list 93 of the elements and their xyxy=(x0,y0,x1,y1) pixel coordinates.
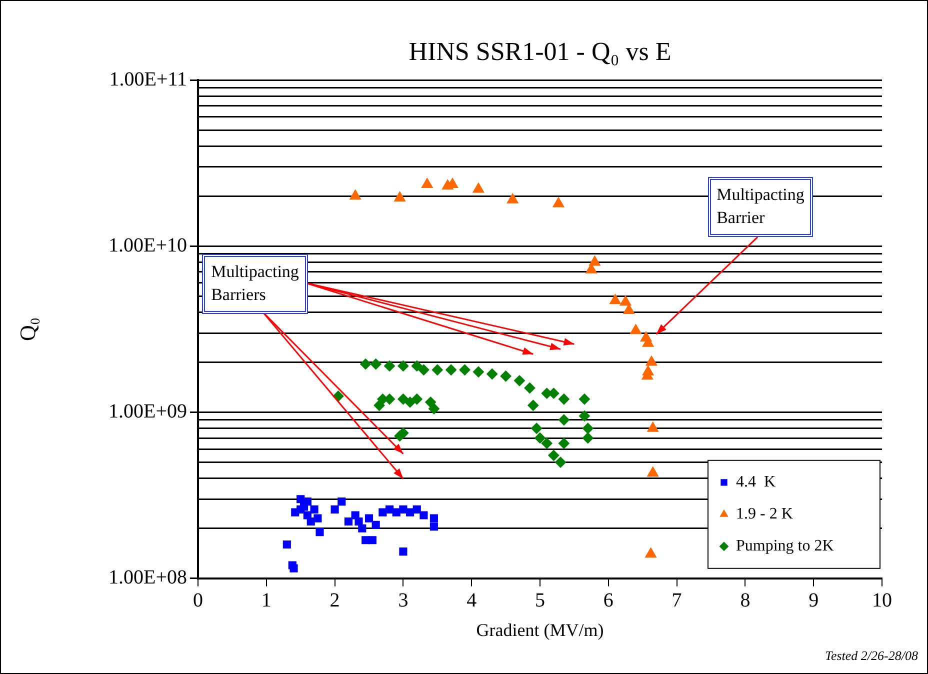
point xyxy=(385,505,394,514)
point xyxy=(528,400,539,411)
point xyxy=(404,396,416,408)
point xyxy=(506,193,518,204)
point xyxy=(344,517,353,526)
point xyxy=(374,400,385,411)
point xyxy=(406,508,414,516)
point xyxy=(421,178,433,188)
point xyxy=(630,324,642,334)
point xyxy=(430,514,438,522)
x-tick-label: 3 xyxy=(398,590,408,612)
point xyxy=(647,466,659,477)
point xyxy=(541,438,552,449)
y-tick-label: 1.00E+11 xyxy=(109,68,187,90)
point xyxy=(486,368,498,380)
point xyxy=(428,403,440,414)
legend-label: 1.9 - 2 K xyxy=(736,506,794,523)
point xyxy=(398,394,409,405)
point xyxy=(351,511,360,520)
point xyxy=(555,456,566,468)
x-tick-label: 10 xyxy=(872,590,892,612)
x-tick-label: 9 xyxy=(808,590,819,612)
point xyxy=(425,396,436,408)
point xyxy=(399,505,408,514)
text: Tested 2/26-28/08 xyxy=(824,648,918,664)
x-tick-label: 1 xyxy=(261,590,272,612)
point xyxy=(368,536,376,544)
point xyxy=(610,294,621,304)
x-tick-label: 2 xyxy=(330,590,340,612)
point xyxy=(411,394,422,405)
point xyxy=(620,296,632,306)
point xyxy=(558,394,570,405)
legend-label: Pumping to 2K xyxy=(736,538,834,555)
y-tick-label: 1.00E+10 xyxy=(108,234,187,256)
x-tick-label: 4 xyxy=(466,590,477,612)
point xyxy=(582,432,594,444)
chart-title: HINS SSR1-01 - Q₀ vs E xyxy=(408,37,672,66)
point xyxy=(358,524,366,532)
point xyxy=(411,360,422,372)
point xyxy=(354,517,363,526)
point xyxy=(314,514,322,522)
point xyxy=(398,360,409,372)
point xyxy=(399,548,408,556)
point xyxy=(558,438,570,449)
x-tick-label: 8 xyxy=(740,590,750,612)
annotation: Multipacting Barriers xyxy=(202,254,308,314)
point xyxy=(514,375,525,386)
y-axis-title: Q₀ xyxy=(14,317,40,341)
point xyxy=(370,358,382,370)
point xyxy=(548,450,560,461)
point xyxy=(310,505,318,514)
point xyxy=(578,410,590,422)
point xyxy=(394,191,406,202)
x-tick-label: 6 xyxy=(603,590,614,612)
point xyxy=(316,528,324,536)
point xyxy=(412,505,421,514)
point xyxy=(378,508,387,516)
annotation: Multipacting Barrier xyxy=(708,177,814,238)
x-tick-label: 0 xyxy=(193,590,203,612)
point xyxy=(558,414,570,426)
point xyxy=(578,394,590,405)
point xyxy=(534,432,546,444)
point xyxy=(459,364,470,376)
point xyxy=(524,382,536,394)
y-tick-label: 1.00E+08 xyxy=(108,566,187,589)
point xyxy=(647,422,659,432)
point xyxy=(350,190,362,200)
point xyxy=(472,366,484,378)
x-tick-label: 7 xyxy=(672,590,682,612)
point xyxy=(432,364,443,376)
legend-label: 4.4 K xyxy=(736,474,776,491)
point xyxy=(360,358,372,370)
x-axis-title: Gradient (MV/m) xyxy=(476,620,604,640)
point xyxy=(552,197,564,208)
point xyxy=(589,256,600,266)
point xyxy=(372,520,380,529)
point xyxy=(531,422,542,434)
point xyxy=(646,356,658,366)
point xyxy=(282,540,291,549)
point xyxy=(472,182,484,193)
point xyxy=(384,360,396,372)
point xyxy=(330,505,339,514)
point xyxy=(420,511,428,520)
point xyxy=(290,564,298,572)
y-tick-label: 1.00E+09 xyxy=(108,400,187,423)
x-tick-label: 5 xyxy=(535,590,545,612)
point xyxy=(446,364,457,376)
point xyxy=(418,364,430,376)
point xyxy=(364,514,374,522)
point xyxy=(582,422,594,434)
point xyxy=(500,370,512,382)
point xyxy=(430,522,438,531)
point xyxy=(338,498,346,506)
